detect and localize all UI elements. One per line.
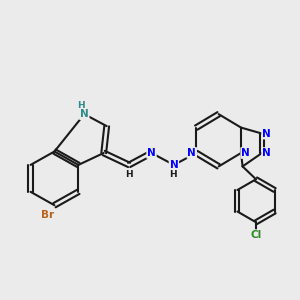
Text: H: H — [125, 170, 133, 179]
Text: N: N — [80, 109, 89, 119]
Text: N: N — [169, 160, 178, 170]
Text: N: N — [262, 148, 271, 158]
Text: N: N — [262, 129, 271, 139]
Text: N: N — [147, 148, 156, 158]
Text: H: H — [77, 101, 85, 110]
Text: Cl: Cl — [250, 230, 262, 240]
Text: Br: Br — [41, 210, 54, 220]
Text: H: H — [169, 170, 177, 179]
Text: N: N — [241, 148, 250, 158]
Text: N: N — [188, 148, 196, 158]
